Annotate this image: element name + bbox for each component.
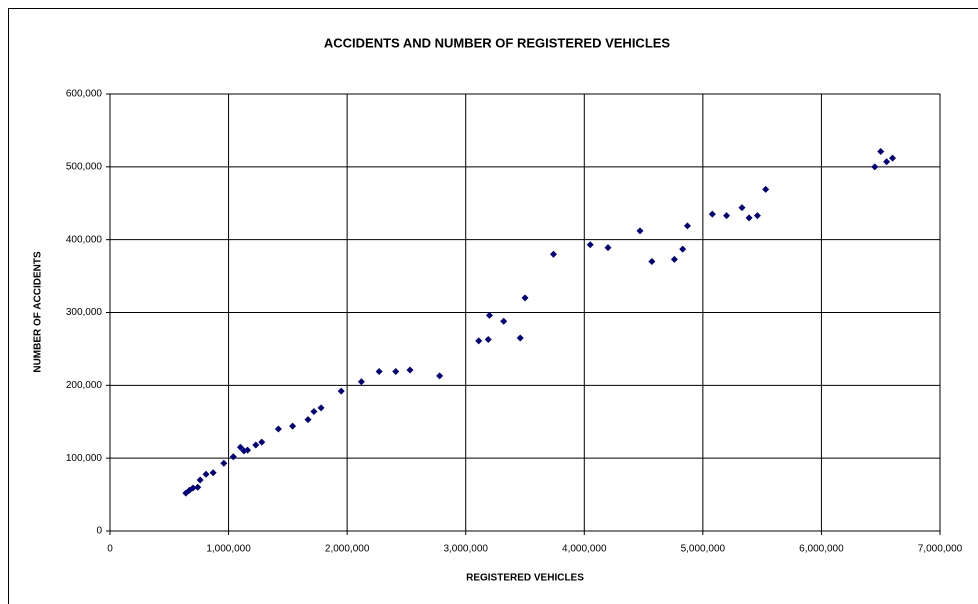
x-tick-label: 6,000,000: [799, 544, 844, 555]
data-point: [337, 387, 345, 395]
data-point: [196, 476, 204, 484]
data-point: [189, 484, 197, 492]
data-point: [244, 446, 252, 454]
data-point: [317, 404, 325, 412]
data-point: [194, 483, 202, 491]
data-point: [274, 425, 282, 433]
x-tick-label: 3,000,000: [443, 544, 488, 555]
y-tick-label: 200,000: [66, 380, 103, 391]
data-point: [202, 470, 210, 478]
data-point: [258, 438, 266, 446]
data-point: [889, 154, 897, 162]
data-point: [375, 367, 383, 375]
data-point: [877, 148, 885, 156]
data-point: [670, 255, 678, 263]
x-tick-label: 4,000,000: [562, 544, 607, 555]
data-point: [604, 244, 612, 252]
data-point: [883, 158, 891, 166]
data-point: [229, 453, 237, 461]
data-point: [753, 212, 761, 220]
data-point: [586, 241, 594, 249]
data-point: [392, 367, 400, 375]
x-axis-title: REGISTERED VEHICLES: [466, 573, 584, 584]
data-point: [679, 245, 687, 253]
data-point: [436, 372, 444, 380]
y-tick-label: 600,000: [66, 89, 103, 100]
x-tick-label: 7,000,000: [918, 544, 963, 555]
data-point: [762, 185, 770, 193]
y-tick-label: 0: [96, 526, 102, 537]
x-tick-label: 0: [107, 544, 113, 555]
data-point: [683, 222, 691, 230]
data-point: [220, 459, 228, 467]
data-point: [500, 317, 508, 325]
data-point: [406, 366, 414, 374]
data-point: [357, 378, 365, 386]
y-tick-label: 300,000: [66, 307, 103, 318]
data-point: [475, 337, 483, 345]
data-point: [516, 334, 524, 342]
data-point: [521, 294, 529, 302]
data-point: [745, 214, 753, 222]
data-point: [236, 443, 244, 451]
data-point: [484, 335, 492, 343]
data-point: [289, 422, 297, 430]
data-point: [738, 204, 746, 212]
data-point: [636, 227, 644, 235]
chart-title: ACCIDENTS AND NUMBER OF REGISTERED VEHIC…: [324, 35, 671, 50]
data-point: [549, 250, 557, 258]
y-tick-label: 400,000: [66, 234, 103, 245]
data-point: [310, 408, 318, 416]
x-tick-label: 5,000,000: [681, 544, 726, 555]
data-point: [252, 441, 260, 449]
data-point: [209, 469, 217, 477]
data-point: [485, 311, 493, 319]
data-point: [871, 163, 879, 171]
data-point: [723, 212, 731, 220]
y-tick-label: 100,000: [66, 453, 103, 464]
y-tick-label: 500,000: [66, 161, 103, 172]
data-point: [304, 416, 312, 424]
x-tick-label: 2,000,000: [325, 544, 370, 555]
data-point: [648, 258, 656, 266]
data-point: [708, 210, 716, 218]
x-tick-label: 1,000,000: [206, 544, 251, 555]
y-axis-title: NUMBER OF ACCIDENTS: [33, 251, 44, 373]
